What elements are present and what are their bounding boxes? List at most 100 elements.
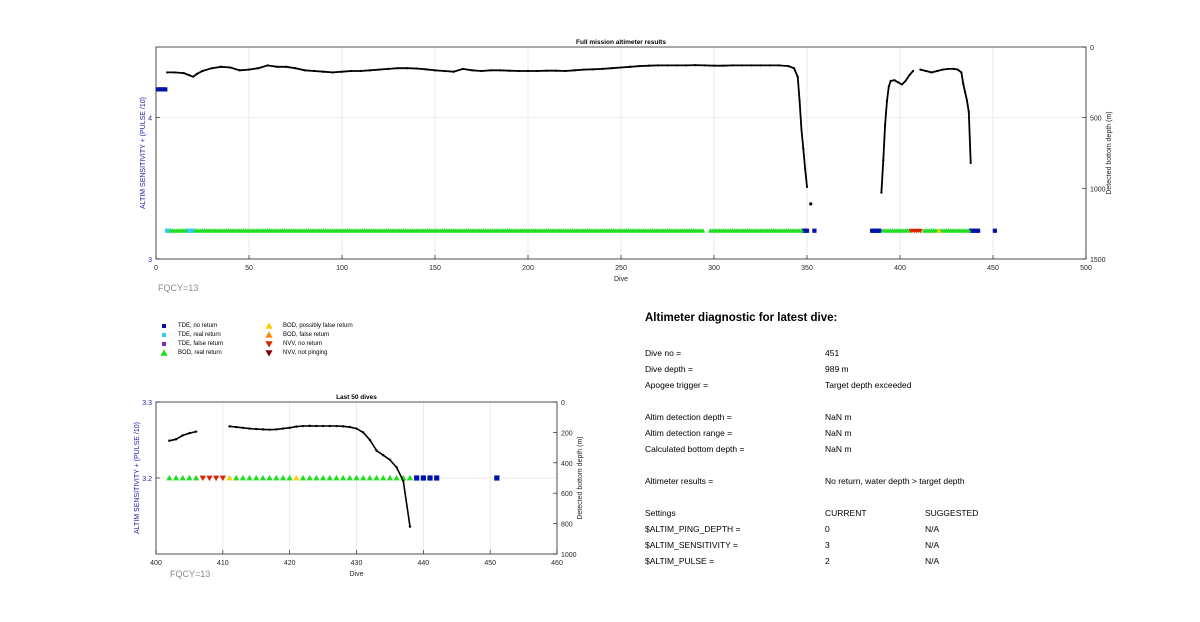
bod_real_return-marker bbox=[233, 474, 240, 481]
x-axis: 400 410 420 430 440 450 460 bbox=[150, 550, 563, 567]
depth-point bbox=[406, 67, 409, 70]
depth-point bbox=[166, 71, 169, 74]
bod_real_return-marker bbox=[353, 474, 360, 481]
bod_real_return-marker bbox=[333, 474, 340, 481]
depth-point bbox=[340, 70, 344, 73]
depth-point bbox=[257, 67, 260, 70]
x-tick-label: 420 bbox=[284, 560, 296, 567]
bottom-fqcy-label: FQCY=13 bbox=[170, 569, 211, 579]
x-tick-label: 200 bbox=[522, 265, 534, 272]
y2-tick-label: 0 bbox=[561, 400, 565, 407]
tde_no_return-marker bbox=[420, 475, 426, 481]
bod_false_return-legend-marker bbox=[265, 331, 273, 338]
diag-value: NaN m bbox=[825, 412, 852, 422]
bod_real_return-marker bbox=[266, 474, 273, 481]
depth-point bbox=[173, 71, 176, 74]
depth-point bbox=[201, 69, 204, 73]
depth-point bbox=[247, 68, 251, 71]
tde_no_return-marker bbox=[414, 475, 420, 481]
depth-point bbox=[952, 67, 956, 71]
depth-point bbox=[657, 64, 660, 67]
depth-point bbox=[884, 123, 887, 126]
diag-label: Dive depth = bbox=[645, 364, 693, 374]
depth-point bbox=[415, 67, 418, 70]
legend-label: BOD, false return bbox=[283, 332, 330, 338]
tde_no_return-marker bbox=[976, 228, 981, 233]
depth-point bbox=[174, 438, 178, 441]
depth-point bbox=[962, 82, 965, 85]
legend-marker bbox=[162, 333, 166, 337]
setting-label: $ALTIM_SENSITIVITY = bbox=[645, 540, 738, 550]
legend-label: TDE, false return bbox=[178, 341, 224, 347]
depth-point bbox=[911, 69, 915, 73]
depth-point bbox=[499, 69, 502, 72]
legend-label: TDE, no return bbox=[178, 323, 218, 329]
x-tick-label: 250 bbox=[615, 265, 627, 272]
depth-point bbox=[275, 65, 278, 68]
x-tick-label: 400 bbox=[894, 265, 906, 272]
depth-point bbox=[359, 69, 362, 73]
chart-title: Last 50 dives bbox=[336, 394, 377, 401]
depth-point bbox=[382, 454, 385, 457]
depth-point bbox=[281, 427, 285, 430]
bod_possibly_false-legend-marker bbox=[265, 322, 273, 329]
last-50-dives-chart: 400 410 420 430 440 450 460 3.2 3.3 0 200 400 600 800… bbox=[134, 394, 584, 578]
x-tick-label: 410 bbox=[217, 560, 229, 567]
depth-point bbox=[241, 426, 245, 430]
x-axis-label: Dive bbox=[614, 276, 628, 283]
bod_real_return-marker bbox=[183, 228, 189, 233]
y2-tick-label: 500 bbox=[1090, 116, 1102, 123]
bod_real_return-marker bbox=[313, 474, 320, 481]
depth-point bbox=[805, 185, 809, 189]
setting-current: 0 bbox=[825, 524, 830, 534]
depth-point bbox=[712, 64, 716, 67]
settings-suggested-header: SUGGESTED bbox=[925, 508, 979, 518]
bod_real_return-legend-marker bbox=[160, 349, 168, 356]
depth-point bbox=[956, 68, 959, 71]
bod_real_return-marker bbox=[179, 474, 186, 481]
legend-marker bbox=[162, 342, 166, 346]
bod_real_return-marker bbox=[259, 474, 267, 481]
depth-point bbox=[335, 424, 338, 428]
setting-current: 2 bbox=[825, 556, 830, 566]
depth-point bbox=[536, 69, 539, 73]
y2-tick-label: 1500 bbox=[1090, 257, 1106, 264]
depth-point bbox=[647, 64, 651, 67]
tde_no_return-marker bbox=[427, 475, 433, 481]
bod_real_return-marker bbox=[380, 474, 387, 481]
bod_possibly_false-marker bbox=[226, 474, 233, 481]
setting-label: $ALTIM_PING_DEPTH = bbox=[645, 524, 741, 534]
legend-label: NVV, no return bbox=[283, 341, 323, 347]
diag-label: Dive no = bbox=[645, 348, 682, 358]
bod_real_return-marker bbox=[253, 474, 260, 481]
tde_no_return-marker bbox=[163, 87, 168, 92]
y2-tick-label: 1000 bbox=[561, 552, 577, 559]
diag-label: Altim detection depth = bbox=[645, 412, 732, 422]
depth-point bbox=[188, 74, 191, 77]
nvv_not_pinging-legend-marker bbox=[265, 350, 273, 357]
depth-point bbox=[564, 69, 567, 73]
settings-label: Settings bbox=[645, 508, 676, 518]
diagnostic-title: Altimeter diagnostic for latest dive: bbox=[645, 312, 838, 324]
depth-point bbox=[285, 65, 288, 68]
depth-point bbox=[266, 64, 269, 67]
depth-point bbox=[675, 64, 678, 67]
y2-axis-label: Detected bottom depth (m) bbox=[577, 436, 584, 519]
bod_real_return-marker bbox=[326, 474, 333, 481]
y-axis-left: 34 bbox=[148, 116, 160, 264]
depth-point bbox=[768, 64, 771, 67]
depth-point bbox=[471, 69, 474, 72]
tde_no_return-legend-marker bbox=[162, 324, 166, 328]
depth-point bbox=[893, 79, 896, 82]
bod_real_return-marker bbox=[273, 474, 280, 481]
depth-point bbox=[295, 425, 298, 428]
diag-row-detection-depth: Altim detection depth = NaN m bbox=[645, 412, 1185, 424]
depth-point bbox=[368, 69, 371, 72]
depth-point bbox=[341, 425, 345, 428]
legend-item: NVV, not pinging bbox=[265, 349, 327, 357]
bod_real_return-marker bbox=[306, 474, 313, 481]
depth-point bbox=[941, 68, 944, 71]
nvv_no_return-marker bbox=[917, 228, 923, 234]
depth-point bbox=[919, 68, 922, 71]
diag-row-detection-range: Altim detection range = NaN m bbox=[645, 428, 1185, 440]
